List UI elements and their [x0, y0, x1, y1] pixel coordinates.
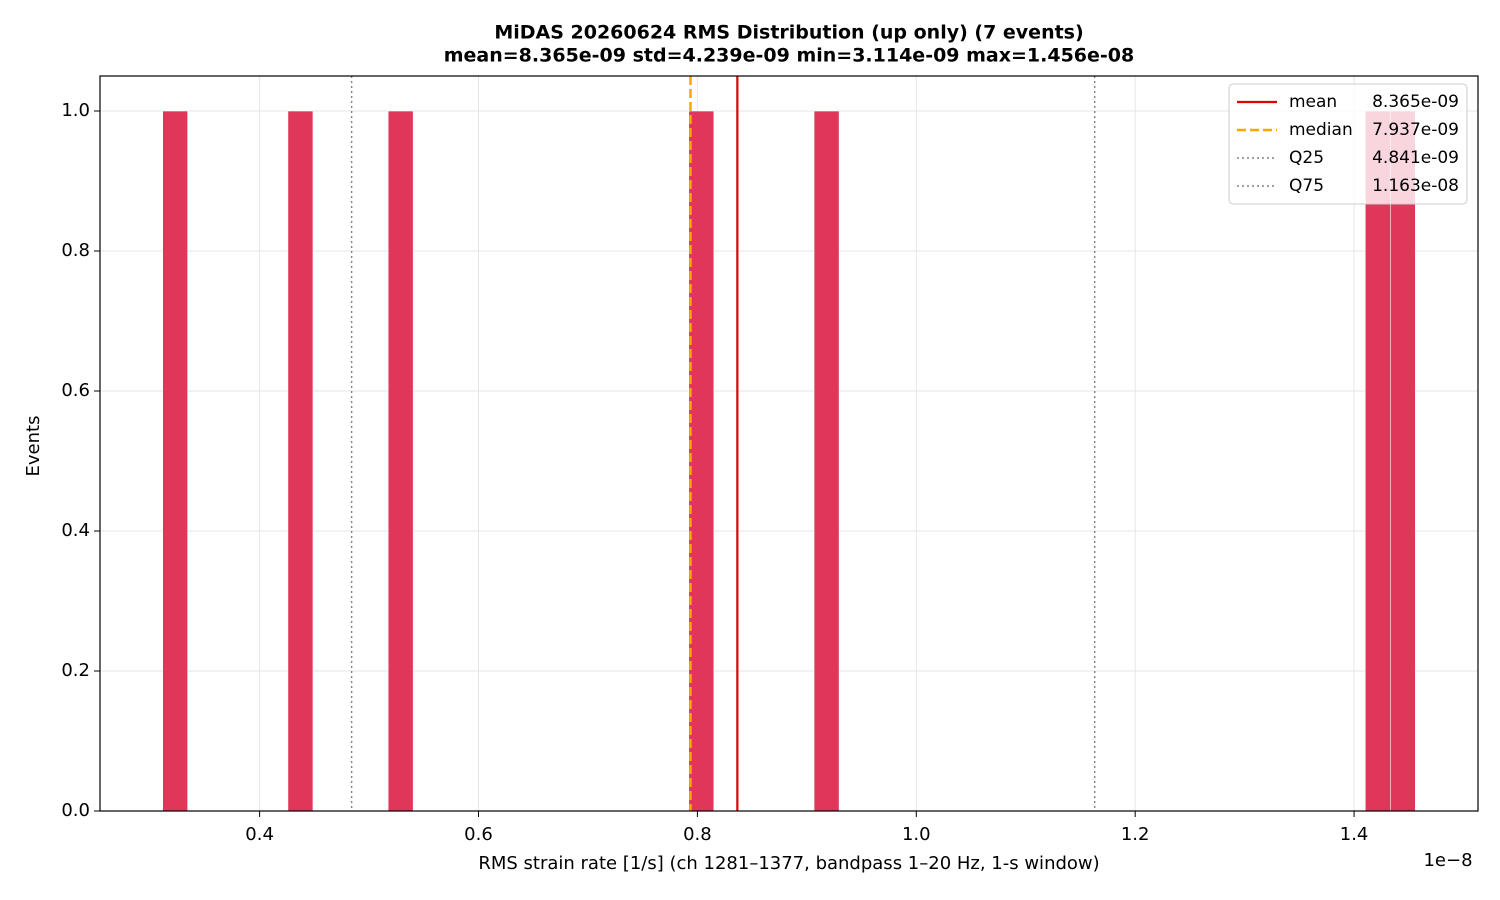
y-tick-label: 0.4 — [61, 520, 90, 541]
legend-value: 7.937e-09 — [1372, 120, 1459, 140]
bar — [1390, 110, 1416, 812]
x-tick-label: 1.4 — [1340, 824, 1369, 845]
y-tick-label: 1.0 — [61, 100, 90, 121]
legend: mean 8.365e-09 median 7.937e-09 Q25 4.841e-09… — [1228, 83, 1468, 205]
legend-label: median — [1289, 120, 1353, 140]
x-tick-label: 1.2 — [1121, 824, 1150, 845]
chart-subtitle: mean=8.365e-09 std=4.239e-09 min=3.114e-… — [444, 45, 1135, 67]
x-tick-label: 0.6 — [464, 824, 493, 845]
y-tick-label: 0.0 — [61, 800, 90, 821]
legend-label: Q75 — [1289, 176, 1324, 196]
legend-value: 8.365e-09 — [1372, 92, 1459, 112]
bar — [813, 110, 840, 812]
x-tick-label: 1.0 — [902, 824, 931, 845]
legend-box — [1228, 83, 1468, 205]
y-tick-label: 0.6 — [61, 380, 90, 401]
y-tick-label: 0.2 — [61, 660, 90, 681]
bar — [688, 110, 715, 812]
y-axis-label: Events — [23, 416, 44, 477]
legend-value: 4.841e-09 — [1372, 148, 1459, 168]
legend-label: mean — [1289, 92, 1337, 112]
x-tick-label: 0.8 — [683, 824, 712, 845]
plot-frame — [99, 75, 1479, 812]
y-tick-label: 0.8 — [61, 240, 90, 261]
x-axis-label: RMS strain rate [1/s] (ch 1281–1377, ban… — [478, 853, 1099, 874]
bar — [387, 110, 414, 812]
bar — [1364, 110, 1391, 812]
chart-title: MiDAS 20260624 RMS Distribution (up only… — [494, 22, 1083, 44]
legend-value: 1.163e-08 — [1372, 176, 1459, 196]
x-offset-label: 1e−8 — [1423, 850, 1472, 871]
bar — [287, 110, 314, 812]
x-tick-label: 0.4 — [245, 824, 274, 845]
legend-label: Q25 — [1289, 148, 1324, 168]
bar — [162, 110, 188, 812]
